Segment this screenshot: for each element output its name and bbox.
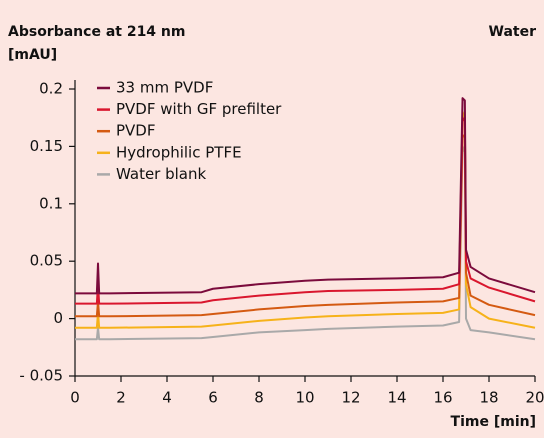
data-line (75, 116, 536, 305)
y-tick-label: 0.05 (30, 252, 63, 270)
data-line (75, 145, 536, 341)
x-axis-label: Time [min] (451, 414, 536, 430)
x-tick-label: 16 (433, 389, 452, 407)
y-tick-label: 0.1 (39, 194, 63, 212)
x-tick-label: 20 (525, 389, 544, 407)
x-tick-label: 8 (254, 389, 264, 407)
annotation: Water (489, 24, 537, 40)
x-tick-label: 6 (208, 389, 218, 407)
legend-label: Hydrophilic PTFE (116, 143, 242, 161)
legend-label: 33 mm PVDF (116, 79, 213, 97)
legend-label: PVDF (116, 122, 156, 140)
data-line (75, 110, 536, 329)
x-tick-label: 2 (116, 389, 126, 407)
x-tick-label: 14 (387, 389, 406, 407)
y-axis-label: [mAU] (8, 47, 57, 63)
y-tick-label: 0.2 (39, 80, 63, 98)
data-line (75, 133, 536, 318)
x-tick-label: 0 (70, 389, 80, 407)
legend-label: Water blank (116, 165, 206, 183)
x-tick-label: 4 (162, 389, 172, 407)
y-tick-label: 0.15 (30, 137, 63, 155)
data-line (75, 97, 536, 295)
legend-label: PVDF with GF prefilter (116, 100, 282, 118)
y-tick-label: - 0.05 (19, 367, 63, 385)
x-tick-label: 18 (479, 389, 498, 407)
x-tick-label: 12 (341, 389, 360, 407)
y-axis-label: Absorbance at 214 nm (8, 24, 185, 40)
x-tick-label: 10 (295, 389, 314, 407)
y-tick-label: 0 (53, 309, 63, 327)
